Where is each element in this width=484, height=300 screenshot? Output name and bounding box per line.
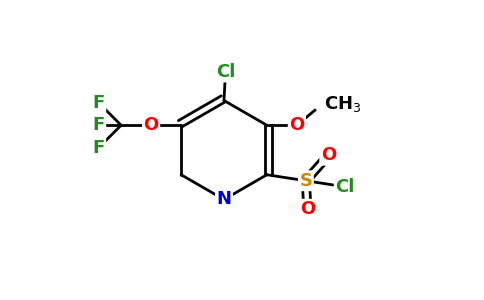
Text: S: S <box>300 172 312 190</box>
Text: F: F <box>92 116 105 134</box>
Text: F: F <box>92 94 105 112</box>
Text: O: O <box>289 116 304 134</box>
Text: O: O <box>321 146 336 164</box>
Text: O: O <box>300 200 315 218</box>
Text: Cl: Cl <box>335 178 355 196</box>
Text: Cl: Cl <box>216 63 235 81</box>
Text: N: N <box>216 190 231 208</box>
Text: CH$_3$: CH$_3$ <box>324 94 361 114</box>
Text: O: O <box>144 116 159 134</box>
Text: F: F <box>92 139 105 157</box>
